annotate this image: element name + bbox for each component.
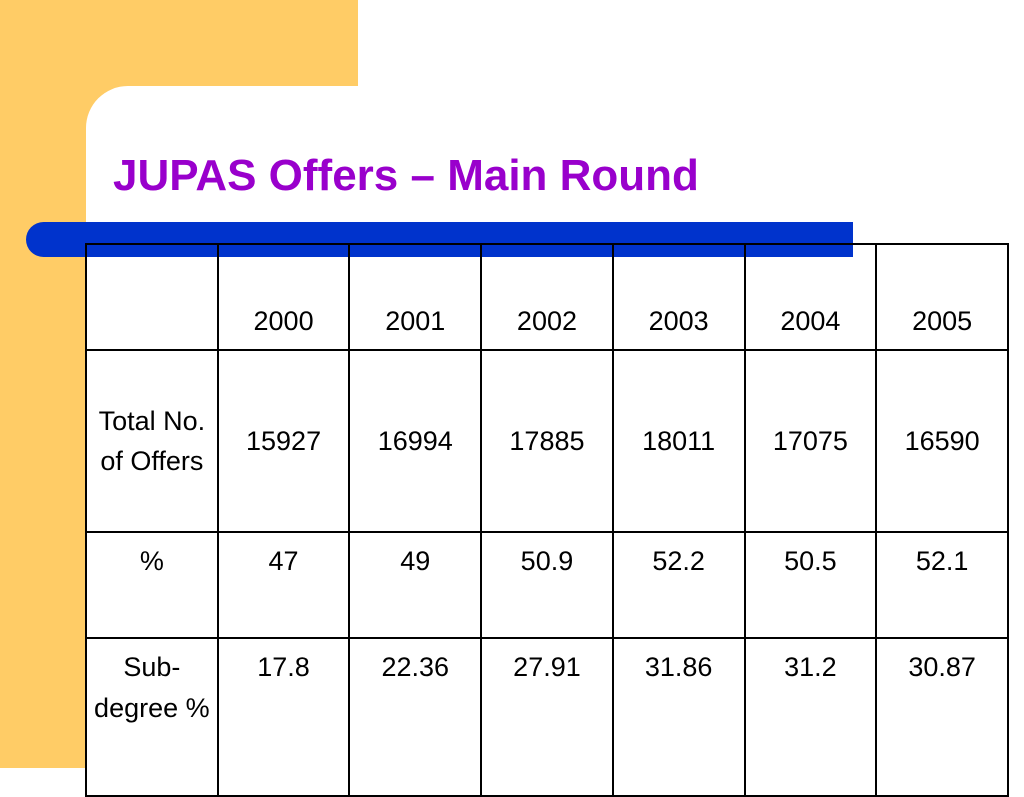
year-header: 2002	[480, 243, 614, 351]
white-top-area	[358, 0, 1024, 86]
table-cell: 16994	[348, 349, 483, 533]
table-row: Sub-degree % 17.8 22.36 27.91 31.86 31.2…	[85, 637, 1009, 797]
table-cell: 22.36	[348, 637, 483, 797]
table-cell: 27.91	[480, 637, 614, 797]
table-row: Total No. of Offers 15927 16994 17885 18…	[85, 349, 1009, 533]
table-cell: 17885	[480, 349, 614, 533]
table-header-row: 2000 2001 2002 2003 2004 2005	[85, 243, 1009, 351]
table-cell: 16590	[875, 349, 1009, 533]
table-row: % 47 49 50.9 52.2 50.5 52.1	[85, 531, 1009, 639]
year-header: 2001	[348, 243, 483, 351]
year-header: 2004	[743, 243, 878, 351]
table-cell: 52.1	[875, 531, 1009, 639]
table-cell: 15927	[216, 349, 351, 533]
table-cell: 17.8	[216, 637, 351, 797]
offers-table: 2000 2001 2002 2003 2004 2005 Total No. …	[85, 243, 1009, 797]
table-cell: 31.2	[743, 637, 878, 797]
slide-title: JUPAS Offers – Main Round	[113, 151, 699, 200]
year-header: 2005	[875, 243, 1009, 351]
table-cell: 18011	[611, 349, 746, 533]
row-label: Sub-degree %	[85, 637, 219, 797]
year-header: 2000	[216, 243, 351, 351]
table-cell: 30.87	[875, 637, 1009, 797]
table-cell: 52.2	[611, 531, 746, 639]
row-label: %	[85, 531, 219, 639]
table-cell: 50.9	[480, 531, 614, 639]
table-cell: 49	[348, 531, 483, 639]
table-cell: 50.5	[743, 531, 878, 639]
row-label: Total No. of Offers	[85, 349, 219, 533]
year-header: 2003	[611, 243, 746, 351]
table-cell: 17075	[743, 349, 878, 533]
table-cell: 47	[216, 531, 351, 639]
corner-cell	[85, 243, 219, 351]
table-cell: 31.86	[611, 637, 746, 797]
